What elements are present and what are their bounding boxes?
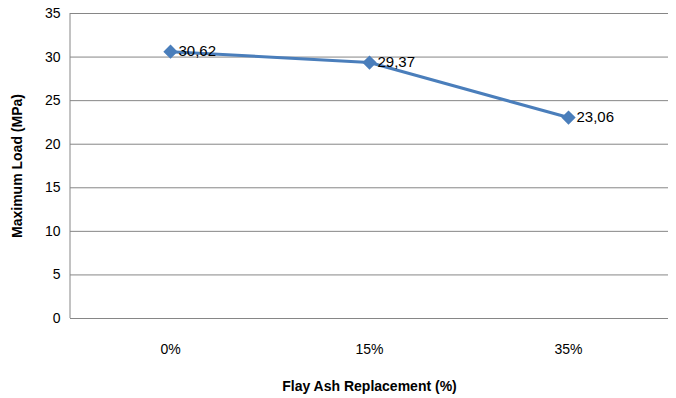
svg-text:20: 20 [45, 136, 61, 152]
svg-text:0: 0 [53, 310, 61, 326]
svg-text:25: 25 [45, 92, 61, 108]
svg-text:35: 35 [45, 5, 61, 21]
svg-text:15: 15 [45, 179, 61, 195]
svg-text:35%: 35% [554, 341, 582, 357]
svg-text:23,06: 23,06 [577, 108, 615, 125]
svg-text:Flay Ash Replacement (%): Flay Ash Replacement (%) [282, 378, 457, 394]
svg-text:0%: 0% [160, 341, 180, 357]
svg-text:10: 10 [45, 223, 61, 239]
svg-text:30: 30 [45, 49, 61, 65]
svg-text:30,62: 30,62 [179, 42, 217, 59]
svg-text:15%: 15% [355, 341, 383, 357]
svg-text:Maximum Load (MPa): Maximum Load (MPa) [9, 94, 25, 238]
svg-text:29,37: 29,37 [378, 53, 416, 70]
svg-text:5: 5 [53, 266, 61, 282]
